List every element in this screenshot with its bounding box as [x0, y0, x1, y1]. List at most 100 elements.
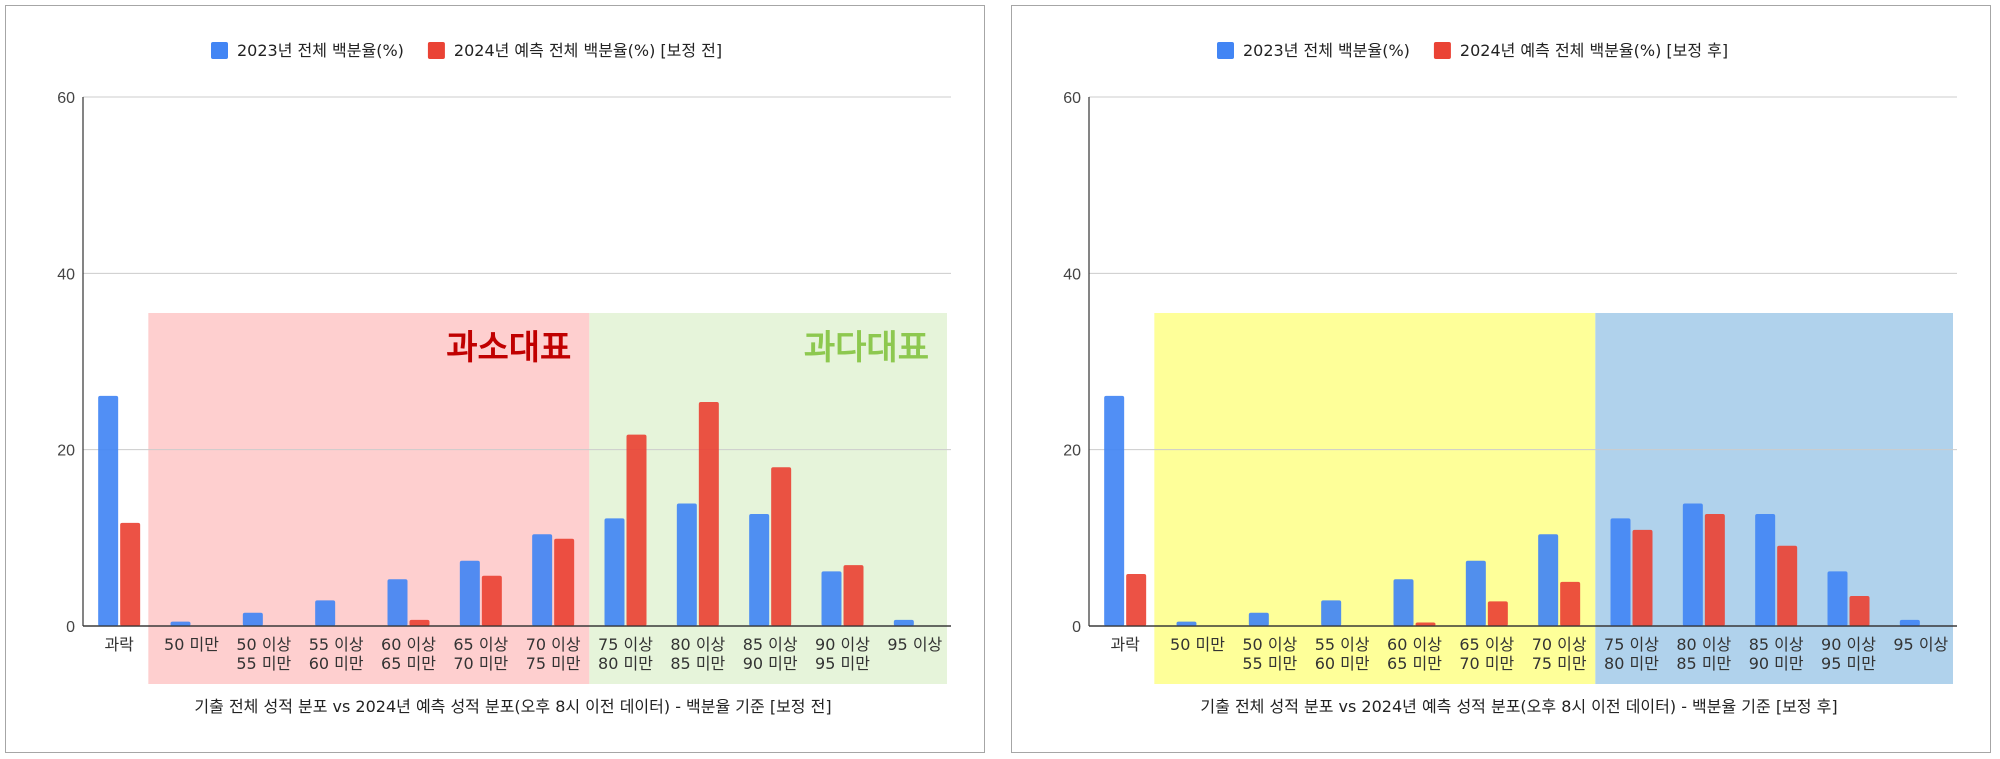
legend-swatch-1 [1433, 42, 1451, 59]
chart-panel-before: 과소대표 과다대표 0 20 40 60 과락 50 미만 50 이상 55 미만 55 이상 60 … [5, 5, 985, 753]
x-tick-label: 70 이상 [1532, 635, 1587, 654]
bar-2023-4 [1393, 579, 1414, 626]
highlight-band [1154, 313, 1596, 684]
bar-2024-4 [1415, 622, 1436, 626]
bar-2024-7 [1632, 529, 1653, 626]
legend-swatch-0 [1217, 42, 1234, 59]
bar-2023-10 [1827, 571, 1848, 626]
x-tick-label: 65 미만 [381, 654, 436, 673]
x-tick-label: 95 이상 [1893, 635, 1948, 654]
x-tick-label: 55 이상 [1315, 635, 1370, 654]
bar-2023-2 [1248, 612, 1269, 626]
x-axis-title: 기출 전체 성적 분포 vs 2024년 예측 성적 분포(오후 8시 이전 데… [194, 697, 831, 716]
bar-2023-9 [1755, 514, 1776, 626]
bar-2023-7 [604, 518, 625, 626]
x-tick-label: 95 미만 [815, 654, 870, 673]
x-tick-label: 70 미만 [1459, 654, 1514, 673]
x-tick-label: 60 미만 [1315, 654, 1370, 673]
x-tick-label: 70 이상 [526, 635, 581, 654]
x-tick-label: 50 미만 [164, 635, 219, 654]
bar-2024-10 [1849, 596, 1870, 626]
x-tick-label: 90 미만 [1749, 654, 1804, 673]
bar-2024-9 [1777, 545, 1798, 626]
x-tick-label: 85 이상 [1749, 635, 1804, 654]
highlight-band [148, 313, 590, 684]
bar-2023-7 [1610, 518, 1631, 626]
bar-2023-8 [1682, 503, 1703, 626]
bar-2023-11 [893, 619, 914, 626]
x-axis-title: 기출 전체 성적 분포 vs 2024년 예측 성적 분포(오후 8시 이전 데… [1200, 697, 1837, 716]
bar-2023-2 [242, 612, 263, 626]
x-tick-label: 65 이상 [1459, 635, 1514, 654]
bar-2023-6 [1538, 534, 1559, 626]
legend-label-1: 2024년 예측 전체 백분율(%) [보정 후] [1460, 41, 1728, 60]
bar-2024-6 [554, 538, 575, 626]
bar-2024-8 [1704, 514, 1725, 626]
x-tick-label: 과락 [1110, 635, 1140, 654]
bar-2024-0 [120, 522, 141, 626]
x-tick-label: 75 미만 [1532, 654, 1587, 673]
bar-2024-5 [481, 575, 502, 626]
chart-panel-after: 0 20 40 60 과락 50 미만 50 이상 55 미만 55 이상 60 미만 60 이상 6… [1011, 5, 1991, 753]
bar-2023-1 [170, 621, 191, 626]
bar-2024-4 [409, 619, 430, 626]
bar-2023-6 [532, 534, 553, 626]
bar-2023-0 [98, 395, 119, 626]
bar-2024-10 [843, 565, 864, 626]
highlight-band [1595, 313, 1953, 684]
bar-2024-9 [771, 467, 792, 626]
y-tick-label: 40 [57, 266, 75, 283]
band-label: 과다대표 [804, 328, 929, 368]
y-tick-label: 20 [1063, 443, 1081, 460]
x-tick-label: 90 미만 [743, 654, 798, 673]
x-tick-label: 90 이상 [1821, 635, 1876, 654]
x-tick-label: 95 미만 [1821, 654, 1876, 673]
y-tick-label: 60 [1063, 90, 1081, 107]
x-tick-label: 80 미만 [598, 654, 653, 673]
legend-swatch-1 [427, 42, 445, 59]
x-tick-label: 65 미만 [1387, 654, 1442, 673]
band-label: 과소대표 [446, 328, 571, 368]
y-tick-label: 60 [57, 90, 75, 107]
bar-2023-11 [1899, 619, 1920, 626]
y-tick-label: 0 [1072, 619, 1081, 636]
x-tick-label: 75 이상 [1604, 635, 1659, 654]
x-tick-label: 85 미만 [670, 654, 725, 673]
x-tick-label: 55 미만 [1242, 654, 1297, 673]
x-tick-label: 85 미만 [1676, 654, 1731, 673]
bar-2024-5 [1487, 601, 1508, 626]
y-tick-label: 0 [66, 619, 75, 636]
x-tick-label: 50 이상 [236, 635, 291, 654]
bar-2024-0 [1126, 573, 1147, 626]
bar-2023-3 [1321, 600, 1342, 626]
x-tick-label: 55 이상 [309, 635, 364, 654]
x-tick-label: 90 이상 [815, 635, 870, 654]
bar-2023-9 [749, 514, 770, 626]
x-tick-label: 60 미만 [309, 654, 364, 673]
x-tick-label: 50 이상 [1242, 635, 1297, 654]
legend-swatch-0 [211, 42, 228, 59]
x-tick-label: 65 이상 [453, 635, 508, 654]
x-tick-label: 60 이상 [1387, 635, 1442, 654]
x-tick-label: 95 이상 [887, 635, 942, 654]
x-tick-label: 80 이상 [670, 635, 725, 654]
legend-label-0: 2023년 전체 백분율(%) [1243, 41, 1410, 60]
bar-2024-6 [1560, 581, 1581, 626]
x-tick-label: 50 미만 [1170, 635, 1225, 654]
bar-2023-4 [387, 579, 408, 626]
bar-2023-1 [1176, 621, 1197, 626]
bar-2023-3 [315, 600, 336, 626]
bar-2023-0 [1104, 395, 1125, 626]
legend-label-0: 2023년 전체 백분율(%) [237, 41, 404, 60]
bar-2023-10 [821, 571, 842, 626]
x-tick-label: 75 이상 [598, 635, 653, 654]
bar-2023-5 [459, 560, 480, 626]
bar-2024-8 [698, 402, 719, 626]
x-tick-label: 60 이상 [381, 635, 436, 654]
bar-2023-5 [1465, 560, 1486, 626]
x-tick-label: 85 이상 [743, 635, 798, 654]
bar-2024-7 [626, 434, 647, 626]
x-tick-label: 70 미만 [453, 654, 508, 673]
